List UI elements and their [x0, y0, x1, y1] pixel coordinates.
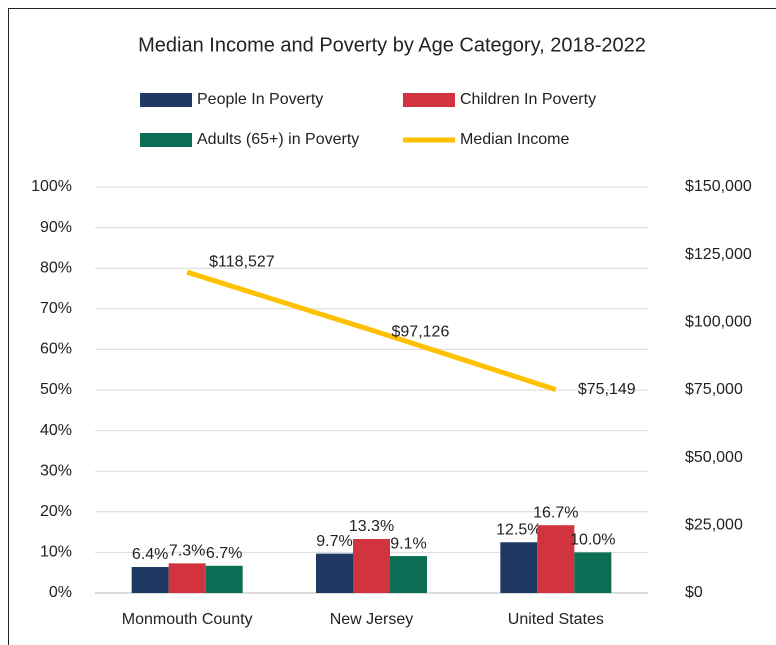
chart-title: Median Income and Poverty by Age Categor… [138, 34, 646, 56]
line-series [186, 269, 557, 392]
bar [131, 567, 169, 593]
bar-value-label: 13.3% [349, 518, 394, 535]
bar [537, 525, 575, 593]
y2-tick-label: $0 [685, 584, 703, 601]
y-tick-label: 70% [40, 300, 72, 317]
line-value-label: $75,149 [578, 381, 636, 398]
bar-value-label: 6.7% [206, 545, 242, 562]
y2-tick-label: $75,000 [685, 381, 743, 398]
y2-tick-label: $100,000 [685, 314, 752, 331]
legend-label: Median Income [460, 131, 569, 148]
y-tick-label: 50% [40, 381, 72, 398]
legend-label: Children In Poverty [460, 91, 596, 108]
bar [353, 539, 390, 593]
y-tick-label: 20% [40, 503, 72, 520]
legend-swatch [140, 133, 192, 147]
y-tick-label: 10% [40, 544, 72, 561]
bar-value-label: 9.7% [316, 533, 352, 550]
y-tick-label: 0% [49, 584, 72, 601]
bar [390, 556, 427, 593]
chart-frame [8, 8, 776, 645]
bar [574, 552, 612, 593]
y-tick-label: 30% [40, 462, 72, 479]
y2-tick-label: $50,000 [685, 449, 743, 466]
y2-tick-label: $150,000 [685, 178, 752, 195]
y-tick-label: 90% [40, 219, 72, 236]
y-tick-label: 60% [40, 341, 72, 358]
y2-tick-label: $25,000 [685, 517, 743, 534]
bar-value-label: 7.3% [169, 543, 205, 560]
bar-value-label: 9.1% [390, 535, 426, 552]
bar [500, 542, 538, 593]
bar-value-label: 12.5% [496, 521, 541, 538]
bar-value-label: 6.4% [132, 546, 168, 563]
x-tick-label: Monmouth County [122, 611, 253, 628]
legend-label: Adults (65+) in Poverty [197, 131, 359, 148]
line-value-label: $118,527 [209, 253, 275, 270]
legend-label: People In Poverty [197, 91, 323, 108]
line-value-label: $97,126 [392, 323, 450, 340]
bar [205, 565, 243, 593]
y-tick-label: 80% [40, 259, 72, 276]
bar [316, 553, 353, 593]
x-tick-label: United States [508, 611, 604, 628]
y-tick-label: 100% [31, 178, 72, 195]
x-tick-label: New Jersey [330, 611, 414, 628]
bar [168, 563, 206, 593]
y2-tick-label: $125,000 [685, 246, 752, 263]
bar-value-label: 16.7% [533, 504, 578, 521]
bar-value-label: 10.0% [570, 532, 615, 549]
y-tick-label: 40% [40, 422, 72, 439]
legend-swatch [140, 93, 192, 107]
legend-swatch [403, 93, 455, 107]
